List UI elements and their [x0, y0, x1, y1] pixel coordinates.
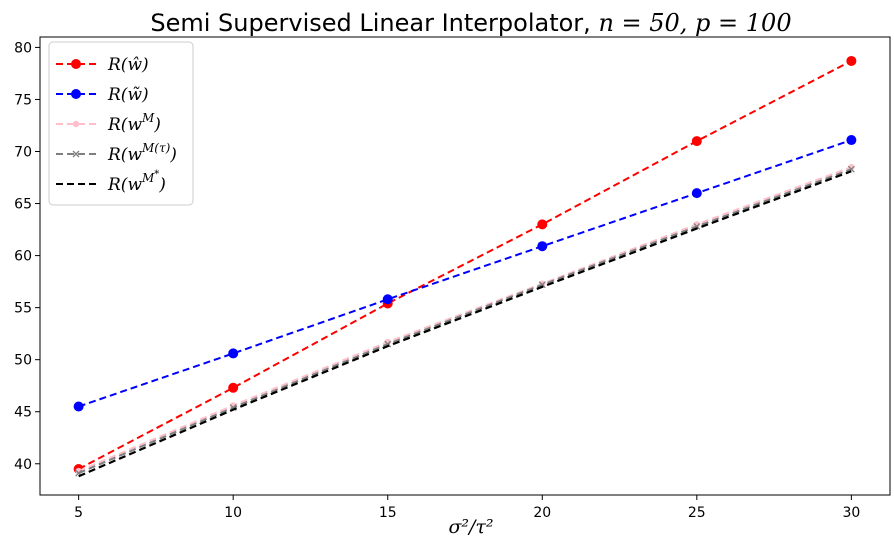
- y-tick-label-3: 50: [14, 353, 32, 369]
- x-tick-label-6: 30: [842, 505, 860, 521]
- legend-label-3: R(wM): [107, 111, 161, 135]
- x-axis: 5 10 15 20 25 30: [74, 495, 860, 521]
- legend-entry-3: R(wM): [56, 111, 161, 135]
- x-tick-label-3: 15: [379, 505, 397, 521]
- legend-entry-5: R(wM*): [56, 169, 166, 195]
- x-axis-label: σ²/τ²: [448, 516, 493, 538]
- y-tick-label-6: 65: [14, 197, 32, 213]
- series-line-3: [78, 166, 852, 472]
- y-tick-label-9: 80: [14, 40, 32, 56]
- data-point-s2-2: [228, 348, 239, 359]
- data-point-s1-4: [537, 219, 548, 230]
- y-tick-label-7: 70: [14, 145, 32, 161]
- legend-label-1: R(ŵ): [107, 55, 149, 75]
- data-point-s2-1: [73, 401, 84, 412]
- legend-entry-4: R(wM(τ)): [56, 141, 177, 165]
- data-point-s3-6: [848, 163, 855, 171]
- legend-frame: [48, 41, 194, 206]
- y-tick-label-2: 45: [14, 405, 32, 421]
- x-tick-label-2: 10: [224, 505, 242, 521]
- plot-frame: [39, 36, 891, 496]
- x-tick-label-1: 5: [74, 505, 83, 521]
- legend-entry-2: R(w̃): [56, 85, 149, 105]
- legend-marker-1: [71, 59, 81, 69]
- legend: R(ŵ) R(w̃) R(wM) R(wM(τ)) R(wM*): [48, 41, 194, 206]
- y-tick-label-8: 75: [14, 92, 32, 108]
- data-point-s3-5: [693, 221, 701, 228]
- series-line-4: [78, 168, 852, 475]
- legend-label-2: R(w̃): [107, 85, 149, 105]
- legend-marker-2: [71, 89, 81, 99]
- x-tick-label-4: 20: [533, 505, 551, 521]
- legend-label-5: R(wM*): [107, 169, 166, 195]
- legend-entry-1: R(ŵ): [56, 55, 149, 75]
- y-tick-label-5: 60: [14, 249, 32, 265]
- chart-title: Semi Supervised Linear Interpolator, n =…: [150, 9, 791, 37]
- legend-marker-4: [72, 150, 80, 158]
- data-point-s2-4: [537, 241, 548, 252]
- x-tick-label-5: 25: [688, 505, 706, 521]
- plot-area: [39, 36, 891, 496]
- legend-label-4: R(wM(τ)): [107, 141, 177, 165]
- legend-marker-3: [72, 120, 80, 128]
- data-point-s1-5: [691, 136, 702, 147]
- data-point-s1-6: [846, 55, 857, 66]
- y-tick-label-1: 40: [14, 457, 32, 473]
- series-line-5: [78, 170, 852, 478]
- data-point-s2-3: [382, 294, 393, 305]
- data-point-s2-6: [846, 135, 857, 146]
- series-line-2: [78, 139, 852, 408]
- series-line-1: [78, 60, 852, 470]
- y-axis: 40 45 50 55 60 65 70 75 80: [14, 40, 40, 473]
- data-point-s1-2: [228, 382, 239, 393]
- y-tick-label-4: 55: [14, 301, 32, 317]
- data-point-s2-5: [691, 188, 702, 199]
